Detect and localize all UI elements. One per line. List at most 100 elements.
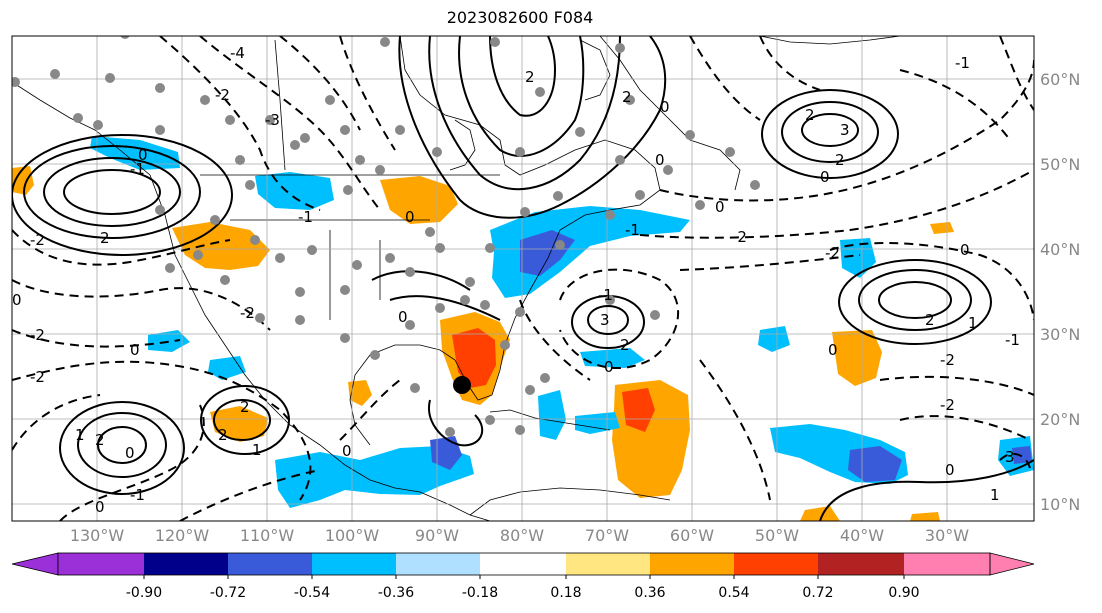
shaded-regions [12,136,1034,521]
contour-label: -1 [625,221,640,239]
contour-label: 0 [960,241,970,259]
lat-tick-label: 20°N [1040,410,1080,429]
colorbar-extend-low [11,552,59,576]
contour-label: -2 [240,304,255,322]
lat-tick-label: 10°N [1040,495,1080,514]
contour-label: -1 [598,286,613,304]
coastlines [12,36,901,521]
contour-label: 3 [1005,448,1015,466]
contour-label: -1 [130,486,145,504]
lon-tick-label: 30°W [925,526,969,545]
lon-tick-label: 60°W [670,526,714,545]
contour-label: 1 [252,441,262,459]
contour-label: 1 [968,314,978,332]
contour-label: 0 [820,168,830,186]
solid-contours [12,36,1034,521]
lat-tick-label: 40°N [1040,240,1080,259]
colorbar-segment [396,553,480,575]
colorbar-tick-label: 0.90 [888,585,919,601]
observation-dots [12,36,760,437]
contour-label: 2 [240,398,250,416]
contour-label: -2 [30,326,45,344]
map-frame [11,35,1035,522]
colorbar-segment [566,553,650,575]
colorbar-segment [904,553,990,575]
contour-label: 2 [218,426,228,444]
contour-label: 0 [660,98,670,116]
contour-label: -2 [825,244,840,262]
contour-label: 0 [138,146,148,164]
contour-label: 0 [715,198,725,216]
colorbar: -0.90 -0.72 -0.54 -0.36 -0.18 0.18 0.36 … [11,552,1035,601]
lat-tick-label: 50°N [1040,155,1080,174]
contour-label: 0 [398,308,408,326]
colorbar-segment [144,553,228,575]
contour-label: 0 [342,442,352,460]
colorbar-segment [228,553,312,575]
contour-label: 3 [840,121,850,139]
contour-label: 2 [95,431,105,449]
colorbar-segment [818,553,904,575]
contour-label: -2 [940,351,955,369]
contour-label: 0 [828,341,838,359]
contour-label: 2 [925,311,935,329]
colorbar-tick-label: 0.18 [550,585,581,601]
lon-tick-label: 90°W [415,526,459,545]
contour-label: -1 [955,54,970,72]
contour-label: 2 [100,229,110,247]
lat-tick-label: 60°N [1040,70,1080,89]
contour-labels: -3 -2 -4 2 2 0 0 -1 0 -2 0 2 2 3 -1 0 -2… [12,44,1020,516]
colorbar-tick-label: 0.54 [718,585,749,601]
colorbar-segment [734,553,818,575]
contour-label: 2 [835,151,845,169]
contour-label: 0 [12,291,22,309]
contour-label: 0 [655,151,665,169]
map-title: 2023082600 F084 [446,8,594,27]
contour-label: 3 [600,311,610,329]
lat-tick-label: 30°N [1040,325,1080,344]
contour-label: 2 [620,336,630,354]
contour-label: 2 [622,88,632,106]
lon-tick-label: 50°W [755,526,799,545]
contour-label: 0 [604,358,614,376]
lon-tick-label: 100°W [325,526,380,545]
gridlines [12,36,1034,521]
contour-label: 0 [125,444,135,462]
colorbar-segment [480,553,566,575]
colorbar-segment [312,553,396,575]
lon-tick-label: 130°W [70,526,125,545]
contour-label: 2 [525,68,535,86]
colorbar-segment [650,553,734,575]
contour-label: 2 [805,106,815,124]
lon-tick-label: 80°W [500,526,544,545]
contour-label: -4 [230,44,245,62]
colorbar-tick-label: 0.36 [634,585,665,601]
lon-tick-label: 40°W [840,526,884,545]
colorbar-tick-label: -0.54 [294,585,330,601]
contour-label: 0 [130,341,140,359]
contour-label: -2 [215,86,230,104]
contour-label: -2 [30,231,45,249]
colorbar-segment [58,553,144,575]
contour-label: -2 [732,228,747,246]
contour-label: -1 [130,160,145,178]
lon-tick-label: 70°W [585,526,629,545]
longitude-labels: 130°W 120°W 110°W 100°W 90°W 80°W 70°W 6… [70,526,969,545]
contour-label: 0 [945,461,955,479]
colorbar-extend-high [989,552,1035,576]
colorbar-tick-label: -0.72 [210,585,246,601]
latitude-labels: 10°N 20°N 30°N 40°N 50°N 60°N [1040,70,1080,514]
contour-label: 1 [990,486,1000,504]
lon-tick-label: 120°W [155,526,210,545]
dashed-contours [12,36,1034,521]
contour-label: 0 [405,208,415,226]
colorbar-tick-label: 0.72 [802,585,833,601]
contour-label: -1 [298,208,313,226]
colorbar-tick-label: -0.18 [462,585,498,601]
colorbar-tick-label: -0.90 [126,585,162,601]
lon-tick-label: 110°W [240,526,295,545]
contour-label: -3 [265,111,280,129]
contour-label: -2 [940,396,955,414]
contour-label: 1 [75,426,85,444]
